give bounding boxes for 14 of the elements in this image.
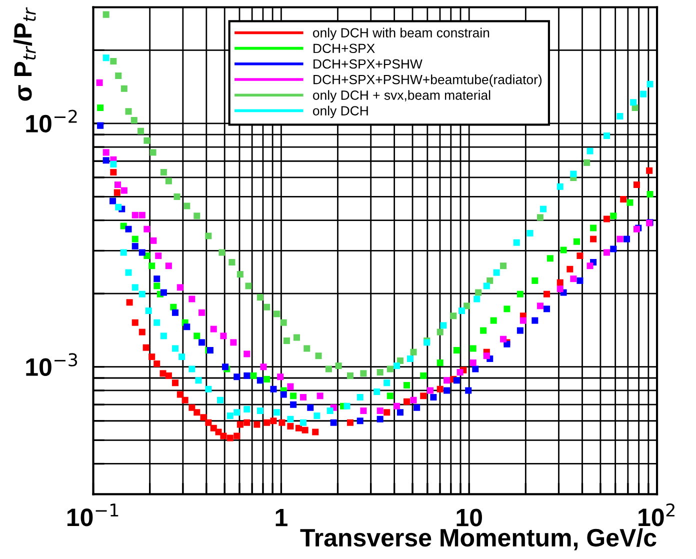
x-axis-title: Transverse Momentum, GeV/c bbox=[300, 528, 656, 550]
x-tick-label: 10$^{2}$ bbox=[638, 503, 674, 526]
y-axis-title: σ P$_{tr}$/P$_{tr}$ bbox=[13, 7, 36, 101]
legend-label: only DCH bbox=[313, 106, 368, 118]
x-tick-label: 1 bbox=[276, 508, 288, 526]
legend-label: only DCH + svx,beam material bbox=[313, 90, 490, 102]
legend-label: DCH+SPX bbox=[314, 44, 375, 54]
legend-label: only DCH with beam constrain bbox=[313, 28, 490, 40]
x-tick-label: 10 bbox=[456, 508, 482, 526]
y-tick-label: 10$^{−3}$ bbox=[26, 353, 78, 376]
x-tick-label: 10$^{−1}$ bbox=[67, 504, 118, 526]
legend-label: DCH+SPX+PSHW bbox=[314, 59, 422, 69]
legend-label: DCH+SPX+PSHW+beamtube(radiator) bbox=[314, 74, 542, 87]
y-tick-label: 10$^{−2}$ bbox=[26, 110, 77, 133]
